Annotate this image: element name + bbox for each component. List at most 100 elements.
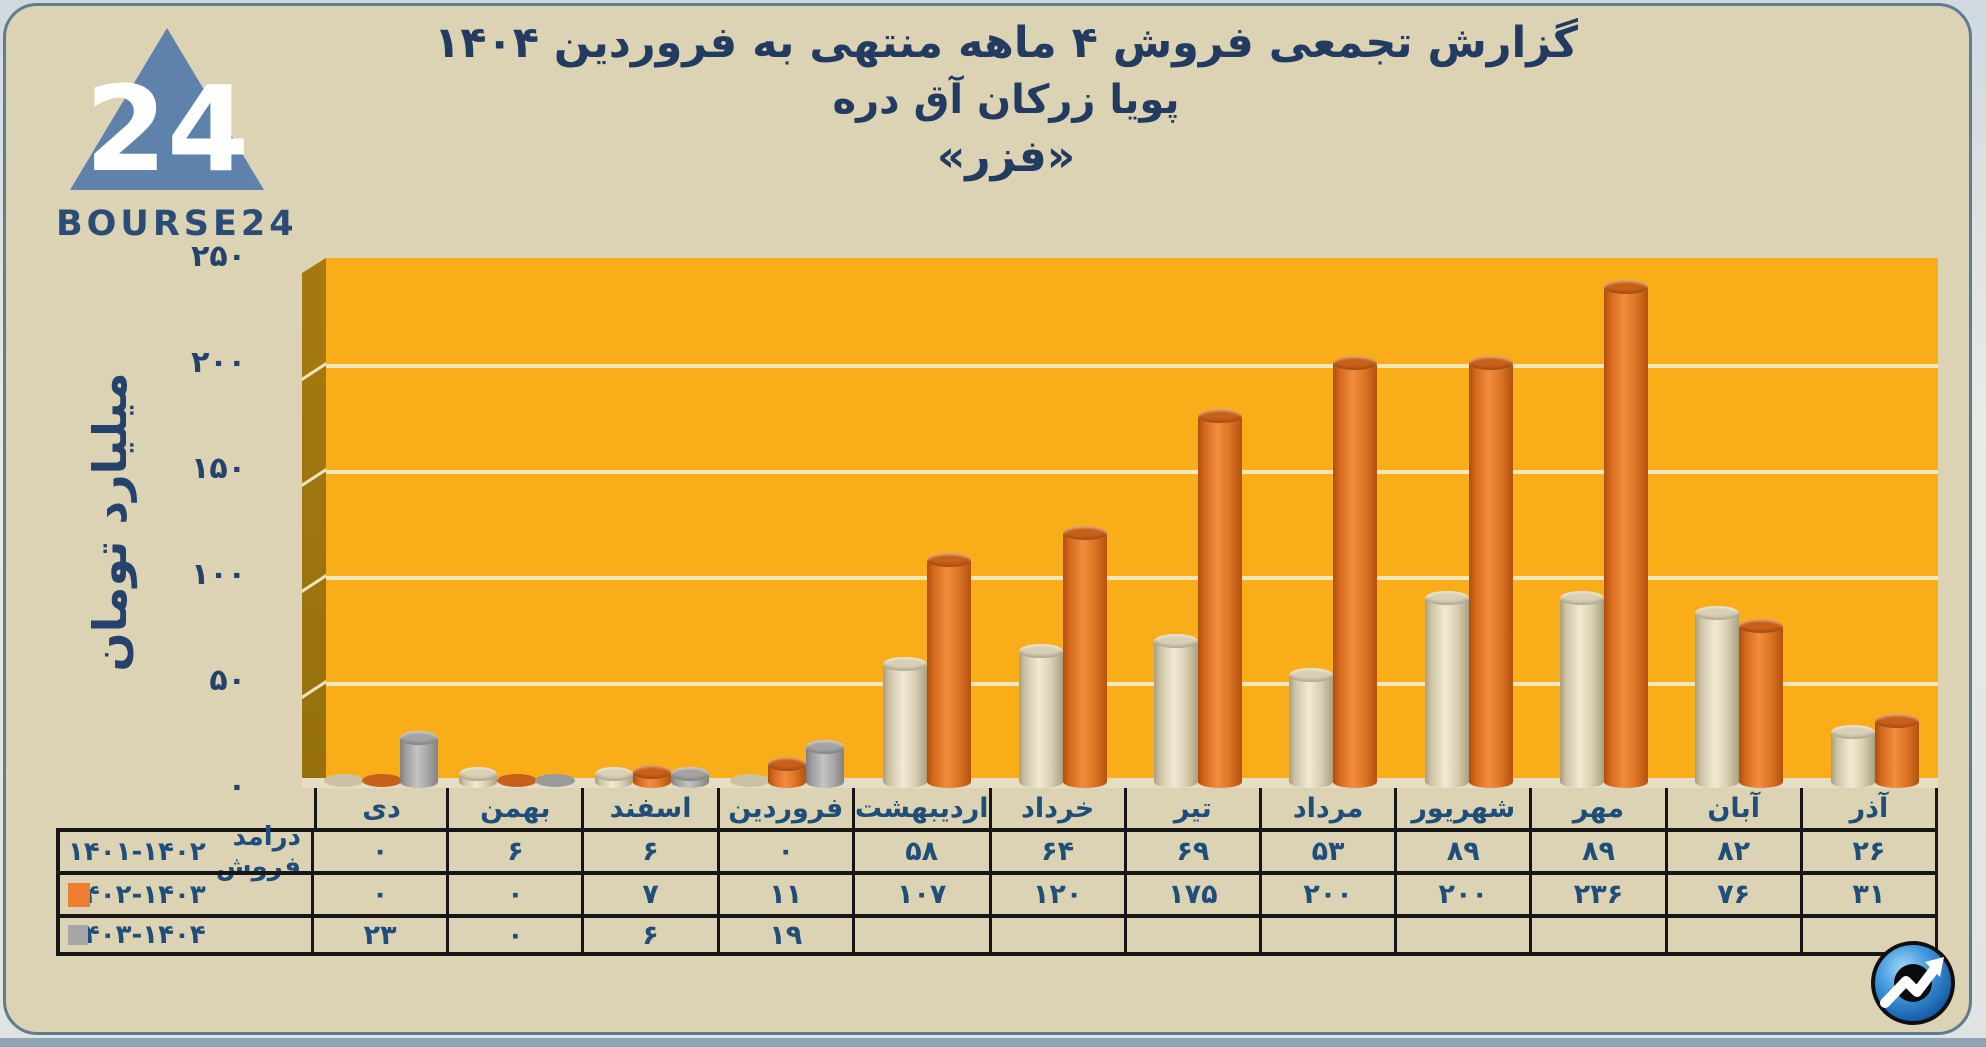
value-cell-0-6: ۶۹ (1126, 828, 1262, 871)
value-cell-1-9: ۲۳۶ (1532, 871, 1668, 914)
chart-title-block: گزارش تجمعی فروش ۴ ماهه منتهی به فروردین… (306, 14, 1706, 186)
bar-0-9 (1559, 591, 1604, 788)
value-cell-2-10 (1667, 914, 1803, 956)
value-cell-1-0: ۰ (314, 871, 450, 914)
value-cell-0-4: ۵۸ (854, 828, 992, 871)
value-cell-1-10: ۷۶ (1667, 871, 1803, 914)
value-cell-2-2: ۶ (584, 914, 720, 956)
y-tick-label: ۱۰۰ (191, 557, 246, 592)
bar-0-1 (459, 767, 498, 788)
title-line-1: گزارش تجمعی فروش ۴ ماهه منتهی به فروردین… (433, 18, 1579, 68)
bar-zero-2-1 (535, 774, 576, 787)
value-cell-0-7: ۵۳ (1261, 828, 1398, 871)
y-tick-label: ۵۰ (209, 663, 246, 698)
value-cell-0-1: ۶ (449, 828, 585, 871)
row-range-2: ۱۴۰۳-۱۴۰۴ (68, 920, 206, 950)
brand-text: BOURSE24 (56, 204, 298, 244)
month-header-0: دی (314, 788, 450, 828)
month-header-8: شهریور (1397, 788, 1533, 828)
bar-0-11 (1830, 725, 1875, 788)
month-header-10: آبان (1668, 788, 1803, 828)
month-header-6: تیر (1127, 788, 1262, 828)
bar-zero-0-0 (324, 774, 364, 787)
month-header-5: خرداد (992, 788, 1127, 828)
value-cell-0-9: ۸۹ (1532, 828, 1668, 871)
value-cell-2-6 (1126, 914, 1262, 956)
value-cell-0-3: ۰ (719, 828, 855, 871)
value-cell-2-3: ۱۹ (719, 914, 855, 956)
plot-area (326, 258, 1938, 778)
row-range-0: ۱۴۰۱-۱۴۰۲ (68, 836, 206, 867)
bar-1-6 (1197, 409, 1242, 788)
report-card: 24 BOURSE24 گزارش تجمعی فروش ۴ ماهه منته… (3, 3, 1972, 1035)
wall-gridline-notch (302, 679, 326, 700)
bar-zero-1-0 (362, 774, 402, 787)
gridline-100 (326, 576, 1938, 580)
row-range-1: ۱۴۰۲-۱۴۰۳ (68, 879, 206, 910)
value-cell-1-6: ۱۷۵ (1126, 871, 1262, 914)
bar-1-9 (1603, 280, 1648, 788)
value-cell-1-2: ۷ (584, 871, 720, 914)
value-cell-2-5 (991, 914, 1127, 956)
bar-0-2 (594, 767, 633, 788)
bar-2-3 (805, 740, 844, 788)
month-header-11: آذر (1803, 788, 1938, 828)
row-label-1: ۱۴۰۲-۱۴۰۳ (56, 871, 314, 914)
bar-2-0 (400, 731, 438, 788)
value-cell-2-8 (1397, 914, 1533, 956)
bar-1-3 (767, 757, 806, 788)
value-cell-1-1: ۰ (449, 871, 585, 914)
value-cell-1-3: ۱۱ (719, 871, 855, 914)
bar-1-2 (632, 765, 671, 788)
value-cell-0-5: ۶۴ (991, 828, 1127, 871)
y-tick-label: ۲۵۰ (191, 239, 246, 274)
bar-0-7 (1289, 668, 1334, 788)
value-cell-0-11: ۲۶ (1802, 828, 1938, 871)
value-cell-0-0: ۰ (314, 828, 450, 871)
row-label-2: ۱۴۰۳-۱۴۰۴ (56, 914, 314, 956)
data-table: دی بهمن اسفند فروردین اردیبهشت خرداد تیر مرداد ش… (56, 788, 1938, 956)
month-header-4: اردیبهشت (855, 788, 992, 828)
bar-1-11 (1874, 714, 1919, 788)
value-cell-2-0: ۲۳ (314, 914, 450, 956)
value-cell-1-8: ۲۰۰ (1397, 871, 1533, 914)
y-axis-title: میلیارد تومان (83, 372, 137, 672)
plot-3d-wall (302, 258, 326, 788)
y-tick-label: ۱۵۰ (191, 451, 246, 486)
bar-zero-1-1 (497, 774, 538, 787)
logo-24: 24 (85, 60, 249, 198)
y-tick-label: ۰ (227, 769, 246, 804)
bar-zero-0-3 (729, 774, 770, 787)
bar-0-8 (1424, 591, 1469, 788)
month-header-1: بهمن (449, 788, 585, 828)
legend-swatch-1 (68, 882, 90, 907)
bar-0-5 (1018, 644, 1063, 788)
bar-2-2 (670, 767, 709, 788)
bar-1-5 (1062, 526, 1107, 788)
value-cell-0-8: ۸۹ (1397, 828, 1533, 871)
logo-triangle (70, 28, 264, 190)
bar-1-8 (1468, 356, 1513, 788)
bourse24-arrow-icon (1871, 941, 1955, 1025)
month-header-2: اسفند (584, 788, 720, 828)
value-cell-2-9 (1532, 914, 1668, 956)
row-label-0: درامد فروش ۱۴۰۱-۱۴۰۲ (56, 822, 314, 882)
bar-0-10 (1695, 606, 1740, 788)
gridline-200 (326, 364, 1938, 368)
value-cell-2-11 (1802, 914, 1938, 956)
plot-3d-floor (302, 778, 1938, 788)
month-header-3: فروردین (720, 788, 855, 828)
wall-gridline-notch (302, 361, 326, 382)
value-cell-1-4: ۱۰۷ (854, 871, 992, 914)
y-tick-label: ۲۰۰ (191, 345, 246, 380)
value-cell-2-1: ۰ (449, 914, 585, 956)
bar-1-7 (1333, 356, 1378, 788)
title-line-3: «فزر» (936, 131, 1076, 182)
wall-gridline-notch (302, 467, 326, 488)
bottom-frame-band (0, 1038, 1986, 1047)
bar-0-6 (1153, 634, 1198, 788)
month-header-9: مهر (1532, 788, 1668, 828)
wall-gridline-notch (302, 573, 326, 594)
value-cell-1-5: ۱۲۰ (991, 871, 1127, 914)
gridline-150 (326, 470, 1938, 474)
